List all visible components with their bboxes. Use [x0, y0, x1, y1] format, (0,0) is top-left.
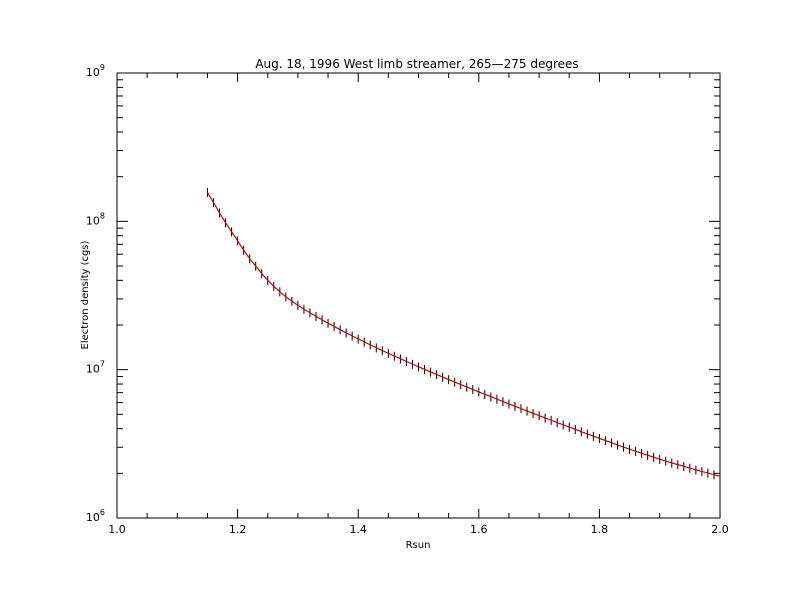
x-tick-label: 1.0 [108, 523, 126, 536]
fit-line [206, 191, 721, 477]
x-axis-label: Rsun [406, 540, 431, 551]
x-tick-label: 1.6 [470, 523, 488, 536]
y-axis-label: Electron density (cgs) [80, 240, 91, 349]
x-tick-label: 1.2 [229, 523, 247, 536]
axis-ticks [116, 73, 721, 519]
y-tick-label: 108 [86, 211, 105, 227]
x-tick-labels: 1.0 1.2 1.4 1.6 1.8 2.0 [108, 523, 729, 536]
data-error-bars [206, 187, 721, 481]
y-tick-labels: 106 107 108 109 [86, 63, 105, 524]
y-tick-label: 107 [86, 360, 105, 376]
x-tick-label: 1.4 [349, 523, 367, 536]
y-tick-label: 109 [86, 63, 105, 79]
x-tick-label: 1.8 [591, 523, 609, 536]
chart-title: Aug. 18, 1996 West limb streamer, 265—27… [255, 57, 578, 71]
y-tick-label: 106 [86, 508, 105, 524]
x-tick-label: 2.0 [711, 523, 729, 536]
